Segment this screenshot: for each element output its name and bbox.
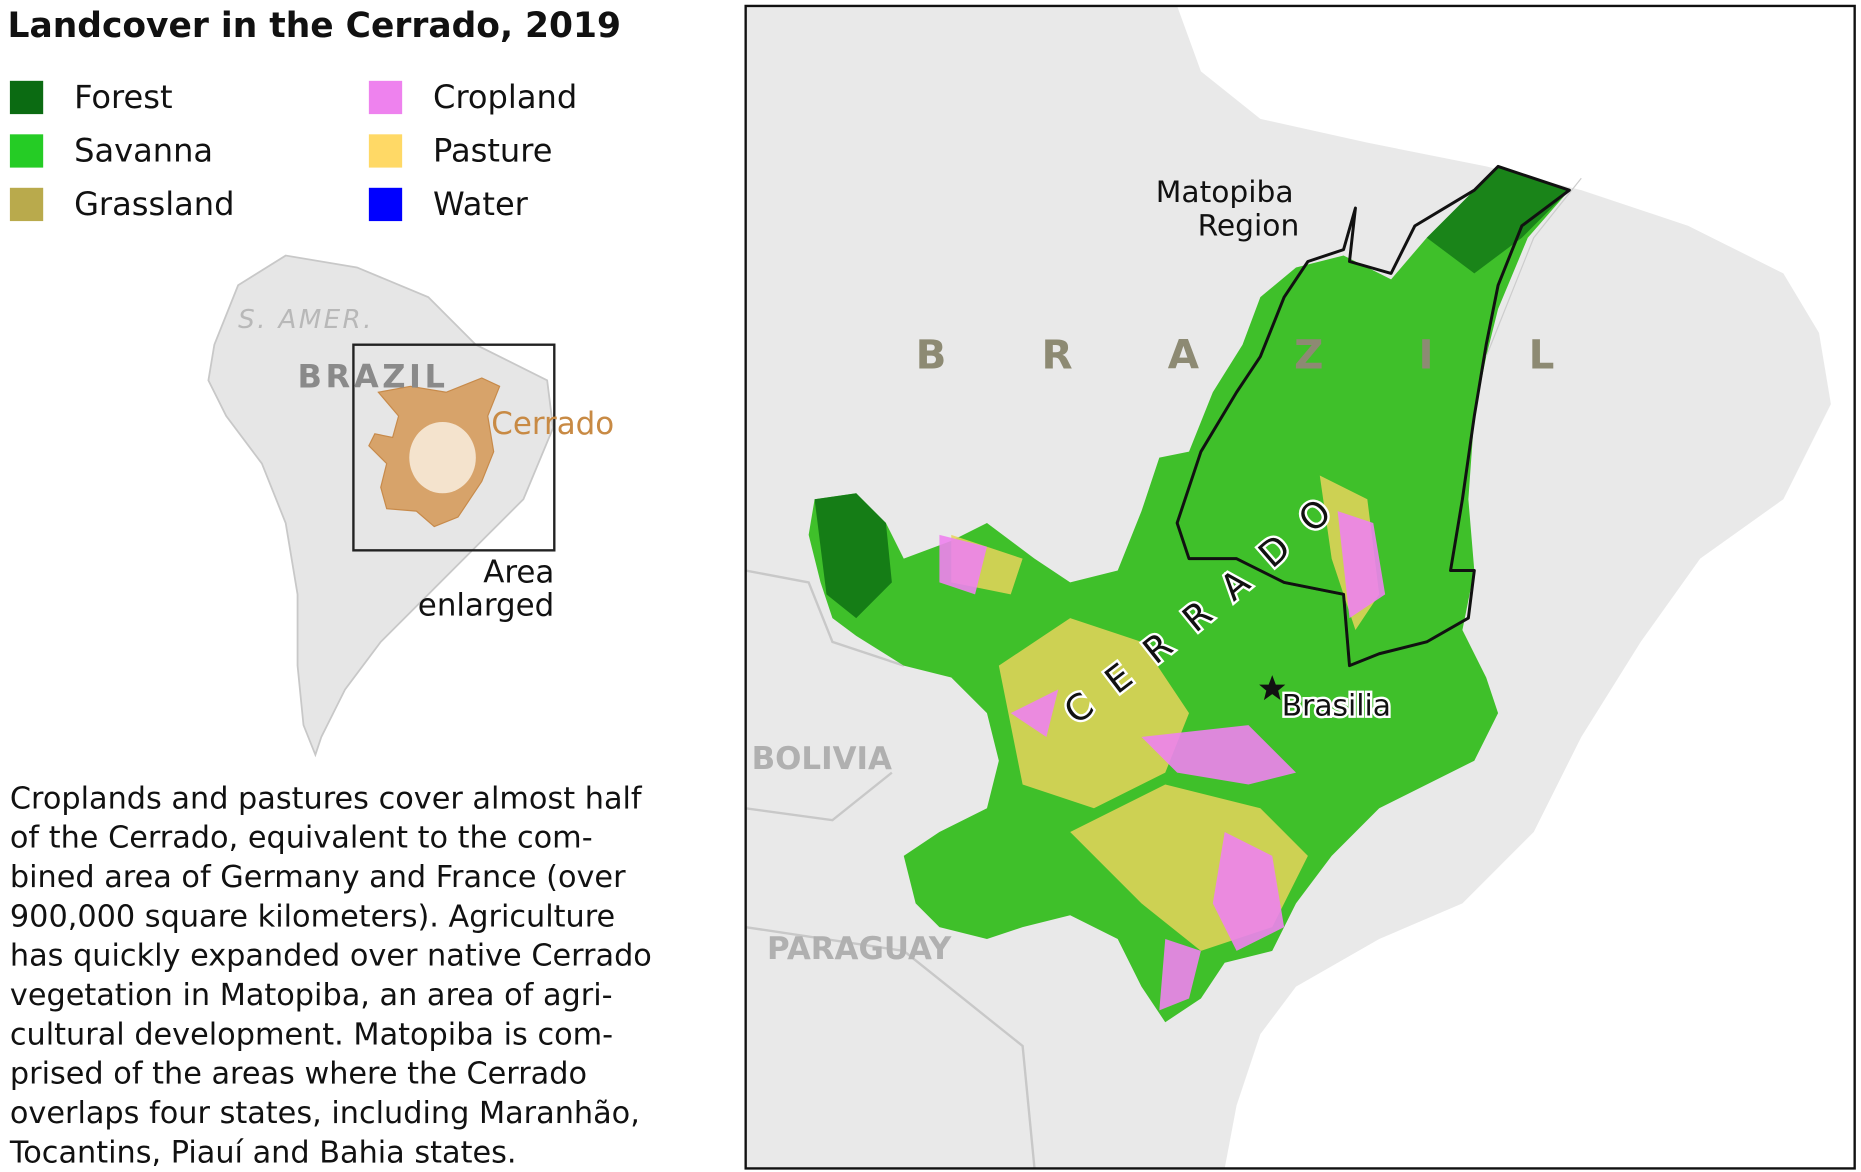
box-label: enlarged — [418, 588, 554, 624]
legend-label: Savanna — [74, 132, 213, 170]
legend-swatch — [9, 134, 44, 168]
legend-label: Forest — [74, 78, 172, 116]
country-label: BRAZIL — [916, 330, 1650, 378]
description-line: cultural development. Matopiba is com- — [10, 1017, 613, 1052]
forest-patch — [814, 493, 892, 619]
main-map: Matopiba Region BRAZIL CERRADO Brasilia … — [744, 4, 1856, 1170]
legend-swatch — [9, 187, 44, 222]
description-line: has quickly expanded over native Cerrado — [10, 939, 652, 974]
legend-swatch — [368, 187, 403, 222]
borders — [745, 569, 1036, 1169]
country-label: BRAZIL — [298, 357, 449, 395]
capital-label: Brasilia — [1282, 689, 1391, 724]
description-line: of the Cerrado, equivalent to the com- — [10, 821, 593, 856]
legend: Forest Savanna Grassland Cropland Pasture Wat… — [9, 78, 577, 223]
description: Croplands and pastures cover almost half… — [9, 781, 652, 1170]
cerrado-inset-highlight — [409, 421, 476, 494]
forest-patch — [1426, 166, 1570, 274]
description-line: overlaps four states, including Maranhão… — [10, 1096, 640, 1131]
region-label: Cerrado — [491, 406, 614, 442]
cerrado — [808, 166, 1570, 1023]
description-line: bined area of Germany and France (over — [10, 860, 626, 895]
box-label: Area — [483, 554, 554, 590]
legend-swatch — [368, 134, 403, 168]
description-line: prised of the areas where the Cerrado — [10, 1057, 587, 1092]
coast — [1485, 177, 1582, 357]
pasture-patch — [951, 475, 1380, 951]
enlarged-box — [352, 343, 556, 552]
neighbor-label: BOLIVIA — [752, 741, 892, 777]
map-frame — [744, 4, 1856, 1170]
description-line: 900,000 square kilometers). Agriculture — [10, 899, 615, 934]
legend-label: Water — [433, 185, 529, 223]
matopiba-label: Region — [1198, 208, 1300, 243]
inset-map: S. AMER. BRAZIL Cerrado Area enlarged — [207, 254, 614, 758]
continent-shape — [207, 254, 555, 758]
matopiba-label: Matopiba — [1156, 175, 1294, 210]
description-line: Tocantins, Piauí and Bahia states. — [9, 1135, 517, 1170]
legend-label: Grassland — [74, 185, 234, 223]
neighbor-label: PARAGUAY — [767, 931, 952, 967]
title: Landcover in the Cerrado, 2019 — [8, 6, 621, 46]
description-line: Croplands and pastures cover almost half — [10, 781, 643, 816]
legend-label: Pasture — [433, 132, 552, 170]
continent-label: S. AMER. — [238, 305, 374, 335]
legend-swatch — [9, 80, 44, 115]
legend-label: Cropland — [433, 78, 577, 116]
description-line: vegetation in Matopiba, an area of agri- — [10, 978, 613, 1013]
capital-star — [1259, 675, 1286, 701]
cropland-patch — [939, 511, 1386, 1011]
state-border — [1189, 557, 1351, 666]
legend-swatch — [368, 80, 403, 115]
